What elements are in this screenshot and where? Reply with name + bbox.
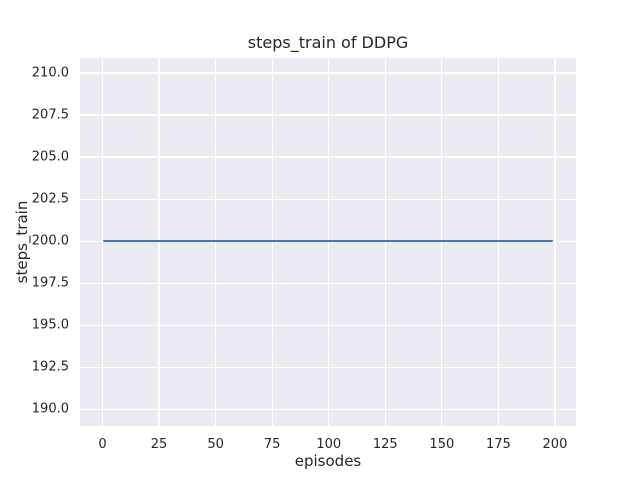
x-tick-label: 75: [263, 437, 281, 452]
gridline-horizontal: [80, 366, 576, 368]
x-tick-label: 175: [485, 437, 511, 452]
y-tick-label: 205.0: [31, 149, 69, 165]
gridline-horizontal: [80, 156, 576, 158]
y-tick-label: 200.0: [31, 233, 69, 249]
x-tick-label: 200: [542, 437, 568, 452]
x-axis-label: episodes: [294, 452, 362, 470]
x-tick-label: 25: [150, 437, 168, 452]
gridline-vertical: [101, 58, 104, 426]
gridline-horizontal: [80, 282, 576, 284]
y-tick-label: 207.5: [31, 107, 69, 123]
gridline-horizontal: [80, 72, 576, 74]
x-tick-label: 150: [429, 437, 455, 452]
gridline-horizontal: [80, 114, 576, 116]
x-tick-label: 100: [316, 437, 342, 452]
x-tick-label: 125: [372, 437, 398, 452]
y-axis-label: steps_train: [13, 200, 31, 284]
chart-title: steps_train of DDPG: [247, 33, 409, 52]
gridline-horizontal: [80, 324, 576, 326]
y-tick-label: 192.5: [31, 359, 69, 375]
y-tick-label: 197.5: [31, 275, 69, 291]
y-tick-label: 190.0: [31, 401, 69, 417]
data-line-steps-train: [102, 240, 553, 243]
y-tick-label: 210.0: [31, 65, 69, 81]
gridline-horizontal: [80, 408, 576, 410]
gridline-horizontal: [80, 198, 576, 200]
x-tick-label: 0: [98, 437, 107, 452]
gridline-vertical: [554, 58, 556, 426]
y-tick-label: 202.5: [31, 191, 69, 207]
plot-area: [80, 58, 576, 426]
x-tick-label: 50: [207, 437, 224, 452]
y-tick-label: 195.0: [31, 317, 69, 333]
